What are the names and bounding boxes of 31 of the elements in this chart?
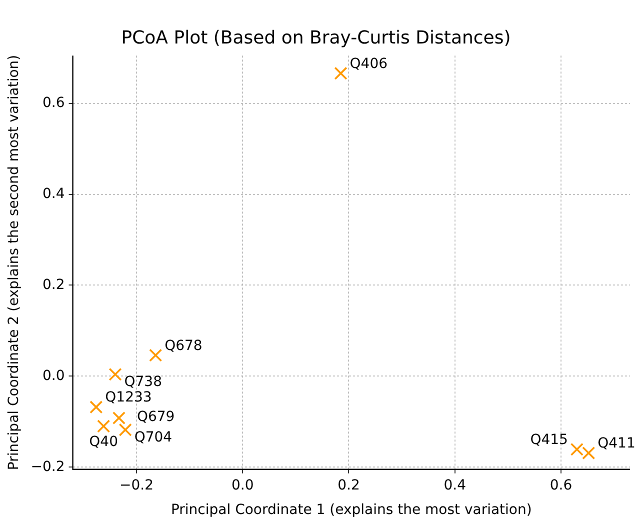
x-tick-label: 0.2 — [338, 477, 360, 494]
y-tick-label: 0.6 — [42, 94, 65, 111]
x-tick-label: 0.0 — [231, 477, 254, 494]
y-tick-label: 0.4 — [42, 186, 65, 202]
annotation: Q406 — [350, 56, 388, 72]
annotation: Q40 — [89, 434, 118, 450]
annotation: Q704 — [134, 429, 172, 446]
point — [97, 420, 110, 433]
y-tick-label: −0.2 — [30, 458, 65, 475]
annotation: Q679 — [136, 409, 175, 426]
annotation: Q678 — [164, 338, 202, 354]
y-tick-label: 0.2 — [42, 276, 65, 293]
point — [582, 446, 596, 460]
y-axis-title: Principal Coordinate 2 (explains the second most variation) — [6, 54, 22, 470]
point — [334, 66, 348, 80]
point — [118, 423, 132, 436]
annotation: Q1233 — [105, 390, 152, 406]
annotation: Q411 — [598, 436, 636, 452]
point — [108, 368, 122, 381]
x-tick-label: 0.6 — [550, 477, 572, 494]
x-tick-label: −0.2 — [119, 477, 154, 494]
annotation: Q738 — [124, 374, 162, 390]
point — [112, 411, 126, 425]
point — [149, 348, 162, 362]
point — [570, 442, 584, 456]
y-tick-label: 0.0 — [42, 368, 65, 384]
x-axis-title: Principal Coordinate 1 (explains the most variation) — [170, 502, 532, 518]
point — [90, 400, 103, 414]
x-tick-label: 0.4 — [444, 477, 466, 494]
chart-title: PCoA Plot (Based on Bray-Curtis Distances) — [121, 27, 511, 48]
annotation: Q415 — [530, 432, 568, 448]
